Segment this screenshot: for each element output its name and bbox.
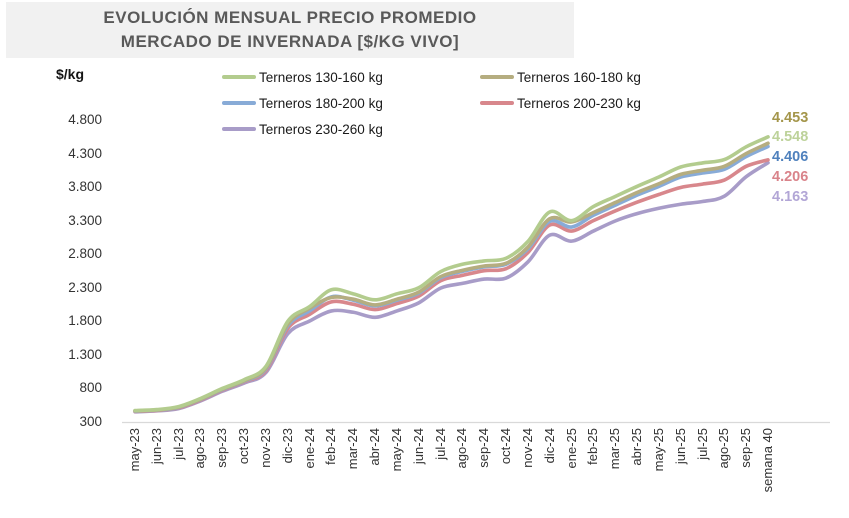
y-tick-label: 1.800 <box>68 313 102 329</box>
legend-item: Terneros 180-200 kg <box>222 96 480 111</box>
legend-swatch-icon <box>222 101 256 105</box>
chart-title-line-1: EVOLUCIÓN MENSUAL PRECIO PROMEDIO <box>103 8 477 27</box>
x-tick-label: nov-24 <box>519 428 535 468</box>
legend-item-label: Terneros 230-260 kg <box>259 121 383 137</box>
x-tick-label: semana 40 <box>760 428 775 493</box>
legend-item-label: Terneros 200-230 kg <box>517 95 641 111</box>
x-tick-label: feb-24 <box>323 428 339 465</box>
x-tick-label: oct-24 <box>498 428 514 465</box>
chart-title: EVOLUCIÓN MENSUAL PRECIO PROMEDIO MERCAD… <box>6 2 574 58</box>
x-tick-label: may-25 <box>650 428 666 472</box>
x-tick-label: ene-24 <box>301 428 317 469</box>
x-tick-label: oct-23 <box>236 428 252 465</box>
x-tick-label: abr-25 <box>629 428 645 466</box>
series-end-value: 4.163 <box>772 189 809 205</box>
x-tick-label: jun-24 <box>410 428 426 465</box>
x-tick-label: ene-25 <box>563 428 579 469</box>
x-tick-label: dic-24 <box>541 428 557 464</box>
legend-item-label: Terneros 160-180 kg <box>517 69 641 85</box>
y-axis-unit-label: $/kg <box>56 66 85 82</box>
y-tick-label: 800 <box>79 380 102 396</box>
x-tick-label: may-23 <box>127 428 142 472</box>
series-line <box>133 160 770 414</box>
series-end-value: 4.453 <box>772 110 809 126</box>
legend-swatch-icon <box>222 127 256 131</box>
x-tick-label: jun-25 <box>672 428 688 465</box>
y-tick-label: 4.300 <box>68 145 102 161</box>
x-tick-label: dic-23 <box>279 428 295 464</box>
y-tick-label: 3.800 <box>68 179 102 195</box>
legend-item: Terneros 130-160 kg <box>222 70 480 85</box>
x-tick-label: sep-24 <box>476 428 492 468</box>
legend-item: Terneros 230-260 kg <box>222 122 480 137</box>
series-line <box>133 135 770 413</box>
x-tick-label: jun-23 <box>148 428 164 465</box>
x-tick-label: abr-24 <box>367 428 383 466</box>
x-tick-label: jul-24 <box>432 428 448 460</box>
series-end-value: 4.206 <box>772 169 809 185</box>
y-tick-label: 4.800 <box>68 112 102 127</box>
x-tick-label: may-24 <box>388 428 404 472</box>
x-tick-label: sep-23 <box>214 428 230 468</box>
x-tick-label: mar-24 <box>345 428 361 470</box>
legend-swatch-icon <box>222 75 256 79</box>
x-tick-label: ago-23 <box>192 428 208 469</box>
legend: Terneros 130-160 kg Terneros 160-180 kg … <box>222 64 738 142</box>
legend-item-label: Terneros 180-200 kg <box>259 95 383 111</box>
series-end-value: 4.548 <box>772 129 809 145</box>
series-end-value: 4.406 <box>772 149 809 165</box>
x-tick-label: jul-23 <box>170 428 186 460</box>
y-tick-label: 1.300 <box>68 346 102 362</box>
legend-item: Terneros 200-230 kg <box>480 96 738 111</box>
legend-swatch-icon <box>480 101 514 105</box>
y-tick-label: 3.300 <box>68 212 102 228</box>
chart-title-line-2: MERCADO DE INVERNADA [$/KG VIVO] <box>120 32 460 51</box>
y-tick-label: 2.300 <box>68 279 102 295</box>
x-tick-label: nov-23 <box>257 428 273 468</box>
x-tick-label: jul-25 <box>694 428 710 460</box>
y-tick-label: 300 <box>79 414 102 429</box>
legend-item: Terneros 160-180 kg <box>480 70 738 85</box>
x-tick-label: sep-25 <box>738 428 754 468</box>
y-tick-label: 2.800 <box>68 246 102 262</box>
legend-item-label: Terneros 130-160 kg <box>259 69 383 85</box>
x-tick-label: mar-25 <box>607 428 623 470</box>
legend-swatch-icon <box>480 75 514 79</box>
x-tick-label: feb-25 <box>585 428 601 465</box>
x-tick-label: ago-25 <box>716 428 732 469</box>
x-tick-label: ago-24 <box>454 428 470 469</box>
